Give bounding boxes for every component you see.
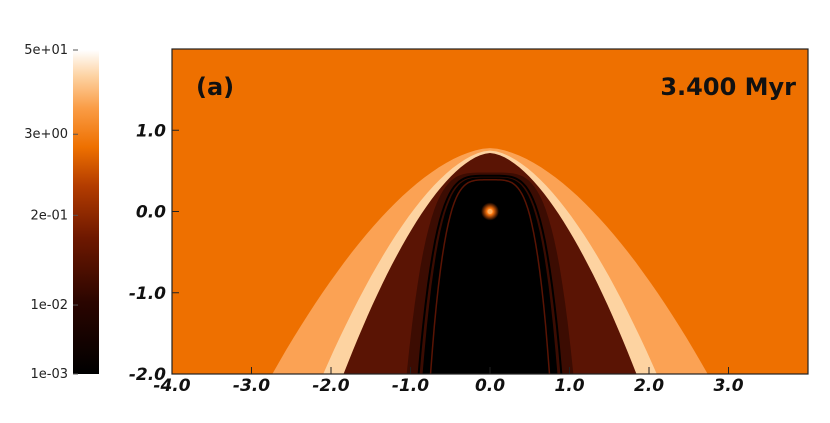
axis-ticks: -4.0 -3.0 -2.0 -1.0 0.0 1.0 2.0 3.0 1.0 0.0 -1.0 -2… [129,121,744,396]
core-contour-inner [429,179,551,374]
y-tick-label: -2.0 [129,365,166,385]
colorbar-tick-label: 1e-03 [30,367,68,382]
colorbar-tick-label: 2e-01 [30,208,68,223]
x-tick-label: 2.0 [634,376,664,396]
x-tick-label: 1.0 [554,376,584,396]
colorbar-gradient [73,50,99,374]
colorbar-tick-label: 5e+01 [24,43,68,58]
y-tick-label: 0.0 [136,203,166,223]
x-tick-label: -2.0 [312,376,349,396]
colorbar-tick-label: 3e+00 [24,127,68,142]
core-contour-outer [417,174,563,374]
x-tick-label: -4.0 [153,376,190,396]
colorbar-tick-label: 1e-02 [30,298,68,313]
colorbar: 5e+01 3e+00 2e-01 1e-02 1e-03 [24,43,99,382]
central-source [487,209,493,214]
panel-label: (a) [196,73,234,101]
x-tick-label: 3.0 [713,376,743,396]
core-region [422,177,558,374]
time-label: 3.400 Myr [660,73,796,101]
x-tick-label: -3.0 [233,376,270,396]
plot-area [172,49,808,374]
y-tick-label: -1.0 [129,284,166,304]
x-tick-label: 0.0 [475,376,505,396]
y-tick-label: 1.0 [136,121,166,141]
x-tick-label: -1.0 [392,376,429,396]
